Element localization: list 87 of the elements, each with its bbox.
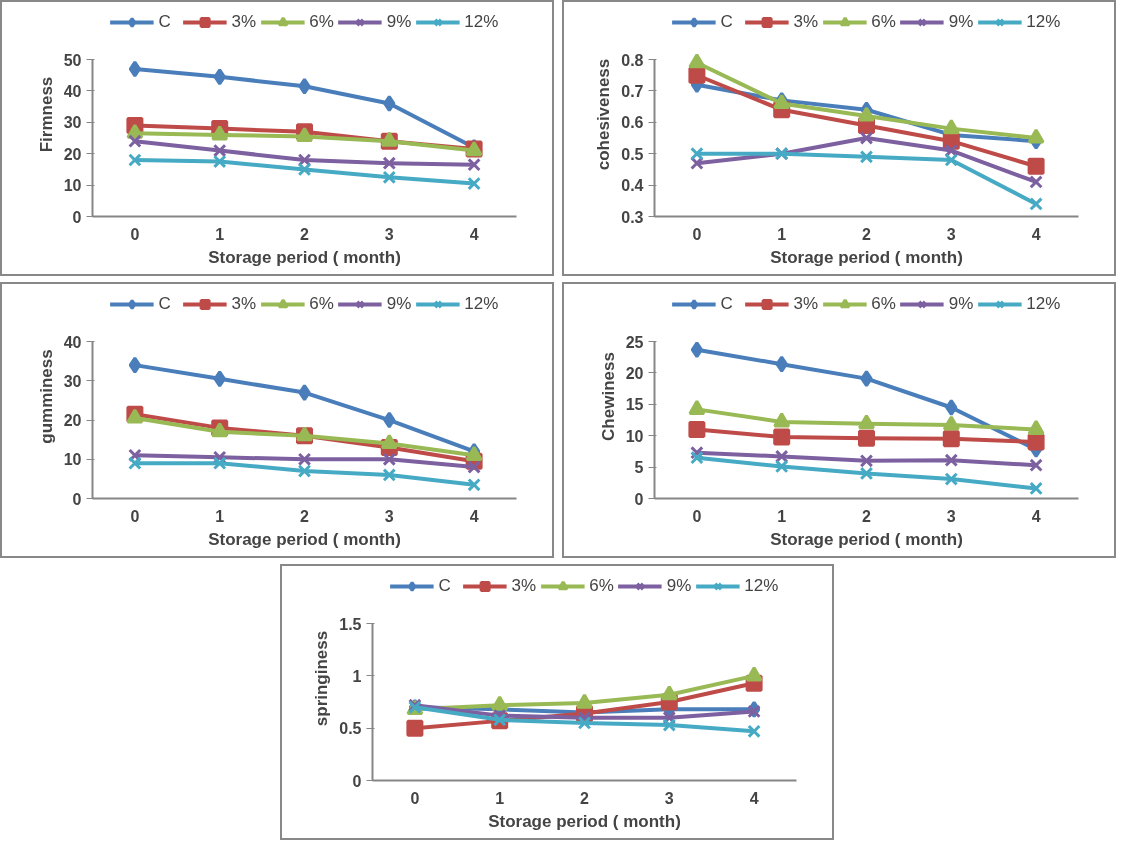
y-tick-label: 30 bbox=[63, 114, 82, 132]
y-tick-label: 10 bbox=[625, 427, 644, 445]
legend-label: 12% bbox=[744, 576, 779, 596]
x-tick-label: 2 bbox=[300, 225, 310, 243]
y-tick-label: 0.5 bbox=[621, 145, 644, 163]
legend-label: 3% bbox=[231, 294, 257, 314]
y-tick-label: 0 bbox=[352, 772, 362, 790]
legend-label: 12% bbox=[1026, 12, 1061, 32]
y-tick-label: 20 bbox=[63, 145, 82, 163]
legend-label: C bbox=[720, 294, 734, 314]
y-tick-label: 20 bbox=[63, 412, 82, 430]
legend-label: 9% bbox=[948, 12, 974, 32]
y-tick-label: 10 bbox=[63, 177, 82, 195]
x-tick-label: 4 bbox=[469, 507, 479, 525]
x-tick-label: 4 bbox=[469, 225, 479, 243]
legend-label: 9% bbox=[386, 294, 412, 314]
x-tick-label: 2 bbox=[580, 789, 590, 807]
x-tick-label: 4 bbox=[1031, 225, 1041, 243]
legend-label: 6% bbox=[309, 12, 334, 32]
x-tick-label: 3 bbox=[946, 507, 956, 525]
y-tick-label: 15 bbox=[625, 396, 644, 414]
x-tick-label: 3 bbox=[664, 789, 674, 807]
x-axis-title: Storage period ( month) bbox=[770, 247, 963, 267]
y-tick-label: 0 bbox=[72, 490, 82, 508]
legend-label: 3% bbox=[511, 576, 537, 596]
x-tick-label: 3 bbox=[946, 225, 956, 243]
y-tick-label: 0.5 bbox=[339, 720, 362, 738]
y-tick-label: 5 bbox=[634, 459, 644, 477]
x-axis-title: Storage period ( month) bbox=[770, 529, 963, 549]
legend-label: C bbox=[438, 576, 452, 596]
legend-label: 6% bbox=[589, 576, 614, 596]
x-tick-label: 3 bbox=[384, 507, 394, 525]
y-tick-label: 50 bbox=[63, 51, 82, 69]
x-tick-label: 1 bbox=[777, 507, 787, 525]
y-tick-label: 40 bbox=[63, 333, 82, 351]
x-tick-label: 1 bbox=[777, 225, 787, 243]
legend-label: 9% bbox=[666, 576, 692, 596]
legend-label: 3% bbox=[231, 12, 257, 32]
y-tick-label: 0.8 bbox=[621, 51, 644, 69]
y-tick-label: 20 bbox=[625, 364, 644, 382]
x-tick-label: 2 bbox=[300, 507, 310, 525]
x-tick-label: 0 bbox=[692, 507, 702, 525]
legend-label: 3% bbox=[793, 294, 819, 314]
legend-label: 9% bbox=[948, 294, 974, 314]
y-tick-label: 30 bbox=[63, 372, 82, 390]
legend-label: 12% bbox=[1026, 294, 1061, 314]
x-tick-label: 3 bbox=[384, 225, 394, 243]
y-axis-title: Chewiness bbox=[598, 352, 618, 441]
x-tick-label: 1 bbox=[495, 789, 505, 807]
x-tick-label: 0 bbox=[692, 225, 702, 243]
x-tick-label: 2 bbox=[862, 507, 872, 525]
x-tick-label: 1 bbox=[215, 225, 225, 243]
legend-label: C bbox=[158, 294, 172, 314]
y-axis-title: cohesiveness bbox=[594, 58, 614, 171]
y-tick-label: 1.5 bbox=[339, 615, 362, 633]
y-tick-label: 0.3 bbox=[621, 208, 644, 226]
legend-label: 9% bbox=[386, 12, 412, 32]
x-tick-label: 2 bbox=[862, 225, 872, 243]
legend-label: 12% bbox=[464, 12, 499, 32]
y-tick-label: 25 bbox=[625, 333, 644, 351]
y-axis-title: Firmness bbox=[36, 76, 56, 153]
legend-label: 12% bbox=[464, 294, 499, 314]
x-tick-label: 0 bbox=[130, 507, 140, 525]
y-axis-title: springiness bbox=[312, 630, 332, 727]
legend-label: 3% bbox=[793, 12, 819, 32]
y-tick-label: 40 bbox=[63, 82, 82, 100]
legend-label: 6% bbox=[871, 12, 896, 32]
y-axis-title: gumminess bbox=[36, 349, 56, 444]
y-tick-label: 0 bbox=[634, 490, 644, 508]
y-tick-label: 0.6 bbox=[621, 114, 644, 132]
legend-label: C bbox=[720, 12, 734, 32]
legend-label: 6% bbox=[871, 294, 896, 314]
x-tick-label: 0 bbox=[410, 789, 420, 807]
y-tick-label: 0.7 bbox=[621, 82, 644, 100]
x-axis-title: Storage period ( month) bbox=[488, 811, 681, 831]
y-tick-label: 0 bbox=[72, 208, 82, 226]
legend-label: 6% bbox=[309, 294, 334, 314]
x-tick-label: 1 bbox=[215, 507, 225, 525]
y-tick-label: 1 bbox=[352, 667, 362, 685]
x-tick-label: 4 bbox=[1031, 507, 1041, 525]
y-tick-label: 10 bbox=[63, 451, 82, 469]
x-axis-title: Storage period ( month) bbox=[208, 529, 401, 549]
y-tick-label: 0.4 bbox=[621, 177, 644, 195]
x-tick-label: 0 bbox=[130, 225, 140, 243]
x-tick-label: 4 bbox=[749, 789, 759, 807]
legend-label: C bbox=[158, 12, 172, 32]
x-axis-title: Storage period ( month) bbox=[208, 247, 401, 267]
